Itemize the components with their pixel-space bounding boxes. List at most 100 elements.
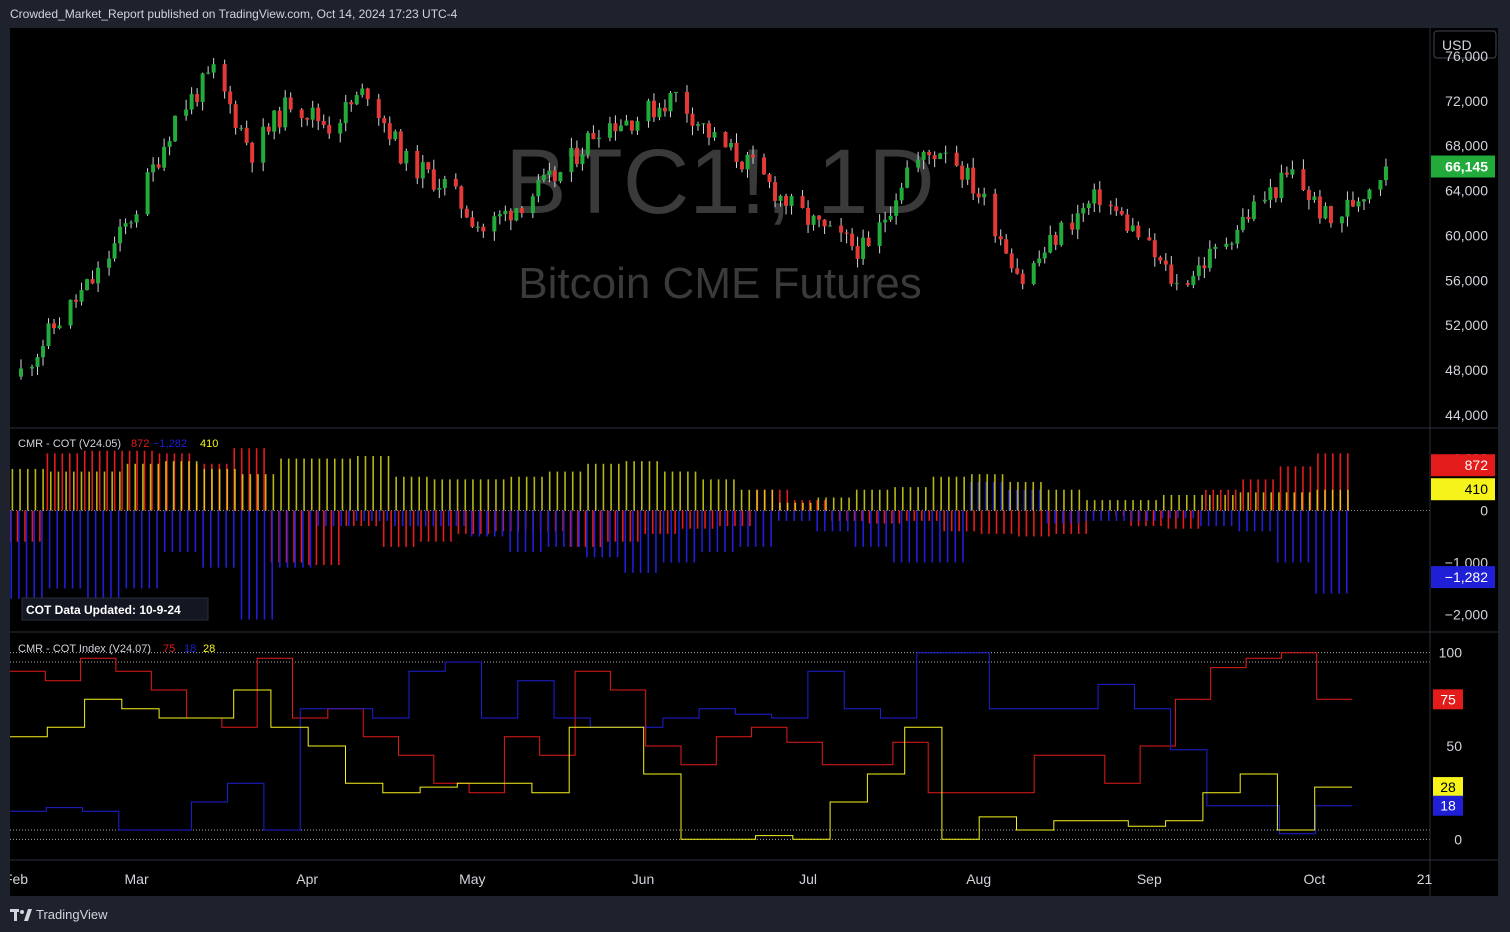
chart-canvas[interactable]: BTC1!, 1D Bitcoin CME Futures USD 76,000… [10,28,1498,896]
candle-body [668,93,673,112]
candle-body [222,64,227,92]
candle-body [211,64,216,73]
candle-body [151,164,156,173]
time-tick-label: Apr [296,871,318,887]
time-tick-label: Sep [1137,871,1162,887]
candle-body [393,131,398,140]
candle-body [1152,240,1157,258]
candle-body [321,121,326,125]
candle-body [35,357,40,367]
candle-body [426,162,431,170]
candle-body [651,100,656,118]
price-tick-label: 44,000 [1445,407,1488,423]
candle-body [806,207,811,225]
candle-body [580,154,585,165]
candle-body [729,142,734,148]
candle-body [189,94,194,110]
candle-body [1350,199,1355,207]
index-badge-label-yellow: 28 [1440,779,1456,795]
candle-body [404,150,409,164]
candle-body [1273,187,1278,199]
candle-body [596,137,601,140]
price-tick-label: 56,000 [1445,272,1488,288]
index-badge-red [1433,689,1463,710]
price-tick-label: 48,000 [1445,362,1488,378]
candle-body [1020,273,1025,284]
candles-layer [19,58,1388,380]
price-tick-label: 76,000 [1445,48,1488,64]
candle-body [1136,225,1141,238]
last-price-label: 66,145 [1445,159,1488,175]
candle-body [195,94,200,102]
index-tick-label: 0 [1454,831,1462,847]
candle-body [90,279,95,284]
candle-body [657,107,662,118]
candle-body [740,161,745,170]
candle-body [993,193,998,237]
last-price-badge [1431,155,1495,178]
candle-body [976,193,981,198]
cot-badge-label-yellow: 410 [1465,481,1489,497]
candle-body [68,299,73,326]
candle-body [1323,206,1328,219]
candle-body [866,237,871,246]
candle-body [569,147,574,173]
candle-body [1119,211,1124,215]
candle-body [475,226,480,228]
candle-body [310,107,315,120]
cot-badge-label-red: 872 [1465,457,1489,473]
candle-body [1383,166,1388,181]
candle-body [1268,187,1273,200]
candle-body [1235,229,1240,244]
cot-updated-note: COT Data Updated: 10-9-24 [26,603,181,617]
candle-body [1262,199,1267,202]
candle-body [492,216,497,232]
candle-body [1125,214,1130,231]
cot-index-legend-value-blue: 18 [184,643,196,655]
index-badge-label-red: 75 [1440,691,1456,707]
cot-index-legend[interactable]: CMR - COT Index (V24.07) 75 18 28 [18,643,215,655]
time-axis[interactable]: Feb Mar Apr May Jun Jul Aug Sep Oct 21 [10,871,1432,887]
candle-body [839,225,844,233]
candle-body [916,159,921,168]
time-tick-label: Feb [10,871,28,887]
candle-body [387,123,392,140]
candle-body [894,200,899,216]
candle-body [1361,199,1366,202]
candle-body [167,141,172,147]
candle-body [85,279,90,291]
candle-body [784,195,789,206]
candle-body [57,325,62,329]
chart-frame[interactable]: BTC1!, 1D Bitcoin CME Futures USD 76,000… [10,28,1498,896]
candle-body [514,208,519,221]
candle-body [365,88,370,100]
candle-body [1081,208,1086,214]
candle-body [932,155,937,160]
time-tick-label: May [459,871,485,887]
candle-body [1246,216,1251,220]
cot-legend-value-blue: −1,282 [153,438,187,450]
candle-body [481,226,486,232]
currency-button[interactable] [1433,30,1497,59]
cot-legend-value-red: 872 [131,438,149,450]
candle-body [173,115,178,142]
candle-body [327,124,332,134]
candle-body [250,142,255,163]
footer: TradingView [0,896,1510,931]
candle-body [1202,265,1207,269]
candle-body [107,258,112,268]
candle-body [1356,201,1361,207]
candle-body [453,178,458,187]
candle-body [888,215,893,220]
publish-note: Crowded_Market_Report published on Tradi… [10,7,458,21]
candle-body [266,126,271,132]
candle-body [1240,216,1245,230]
cot-updated-box [21,597,209,621]
candle-body [420,162,425,179]
candle-body [844,232,849,234]
candle-body [415,150,420,179]
currency-label: USD [1442,37,1472,53]
index-series-line [10,652,1352,835]
candle-body [338,123,343,134]
cot-legend[interactable]: CMR - COT (V24.05) 872 −1,282 410 [18,438,218,450]
